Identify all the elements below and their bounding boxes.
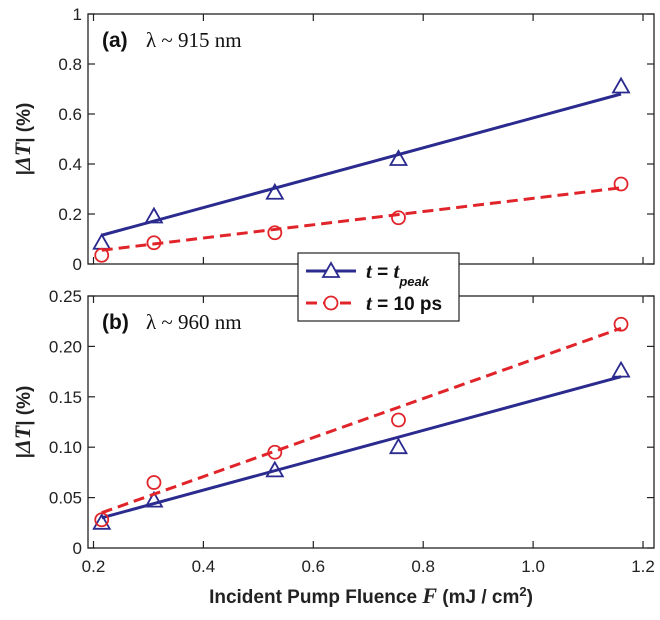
data-point [388,149,409,166]
data-point [146,235,162,251]
panel-a: 0 0.2 0.4 0.6 0.8 1 |ΔT| (%) (a) λ ~ 915 nm [10,5,655,274]
data-point [267,444,283,460]
wavelength-label: λ ~ 915 nm [146,28,242,52]
fit-line [101,186,622,252]
wavelength-label: λ ~ 960 nm [146,310,242,334]
data-point [391,210,406,226]
y-tick-label: 0.2 [58,205,82,224]
y-tick-label: 0.8 [58,55,82,74]
x-tick-label: 1.0 [521,557,545,576]
legend-box [297,252,460,322]
panel-label: (b) [102,311,129,334]
t-10ps-series [94,316,629,528]
y-tick-label: 0 [73,255,82,274]
data-point [611,76,631,94]
data-point [265,182,285,200]
data-point [613,176,629,192]
legend-entry: t = 10 ps [306,291,442,315]
data-point [613,316,629,332]
data-point [92,232,112,250]
y-axis-label: |ΔT| (%) [10,103,35,176]
data-point [388,437,409,455]
x-tick-label: 0.4 [192,557,216,576]
y-tick-label: 0 [73,539,82,558]
x-axis-label: Incident Pump Fluence F (mJ / cm2) [209,583,533,608]
data-point [391,412,406,428]
data-point [144,490,164,508]
x-tick-label: 0.2 [82,557,106,576]
data-point [267,225,283,241]
panel-label: (a) [102,29,128,52]
fit-line [101,326,622,515]
y-tick-label: 0.6 [58,105,82,124]
fit-line [101,375,622,520]
y-tick-label: 1 [73,5,82,24]
data-point [92,512,112,530]
y-tick-label: 0.15 [49,388,82,407]
legend-marker [321,261,341,278]
y-tick-label: 0.05 [49,489,82,508]
t-peak-series [92,76,631,250]
t-10ps-series [94,176,629,263]
data-point [611,360,631,378]
y-axis-label: |ΔT| (%) [10,386,35,459]
legend-label: t = 10 ps [366,291,442,315]
data-point [265,460,285,478]
fit-line [101,92,622,237]
data-point [94,512,110,528]
legend-entry: t = tpeak [306,259,430,289]
legend-marker [323,295,339,311]
y-tick-label: 0.4 [58,155,82,174]
x-tick-label: 0.6 [301,557,325,576]
y-tick-label: 0.20 [49,337,82,356]
data-point [146,475,162,490]
y-tick-label: 0.25 [49,287,82,306]
data-point [144,206,164,224]
panel-b: 0 0.05 0.10 0.15 0.20 0.25 0.2 0.4 0.6 0.8 1.0 1.2 |… [10,287,655,576]
y-tick-label: 0.10 [49,438,82,457]
x-tick-label: 0.8 [411,557,435,576]
legend-label: t = tpeak [366,259,430,289]
data-point [94,247,110,263]
t-peak-series [92,360,631,530]
x-tick-label: 1.2 [631,557,655,576]
